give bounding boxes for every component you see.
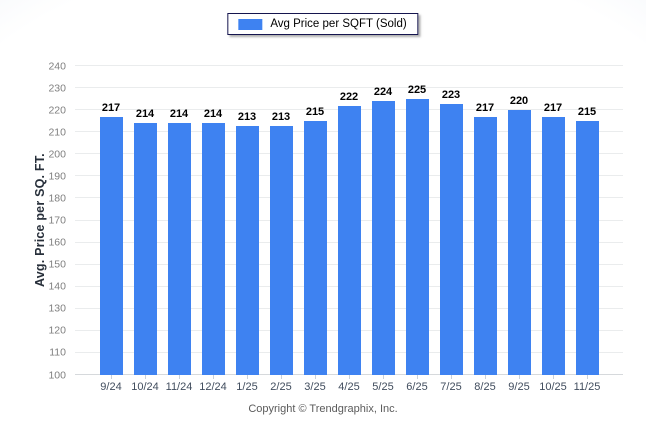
x-tick-label: 9/25: [508, 381, 530, 393]
bar-value-label: 222: [339, 90, 359, 103]
bar: 214: [167, 108, 191, 375]
bar-group: 224 5/25: [366, 66, 400, 393]
bar: 213: [235, 111, 259, 375]
x-axis-tick: [315, 375, 316, 379]
x-axis-tick: [349, 375, 350, 379]
bar: 217: [541, 102, 565, 375]
y-tick-label: 110: [49, 346, 66, 359]
y-tick-label: 170: [48, 214, 66, 227]
bar-value-label: 224: [373, 86, 393, 99]
x-tick-label: 8/25: [474, 381, 496, 393]
x-tick-label: 10/25: [539, 381, 567, 393]
legend: Avg Price per SQFT (Sold): [227, 13, 419, 35]
bar-group: 217 8/25: [468, 66, 502, 393]
y-tick-label: 130: [48, 302, 66, 315]
bar-group: 222 4/25: [332, 66, 366, 393]
x-axis-tick: [111, 375, 112, 379]
x-tick-label: 3/25: [304, 381, 326, 393]
x-tick-label: 11/24: [165, 381, 193, 393]
bar-group: 215 11/25: [570, 66, 604, 393]
bar: 225: [405, 84, 429, 375]
bar-group: 214 10/24: [128, 66, 162, 393]
x-tick-label: 1/25: [236, 381, 258, 393]
bar: 222: [337, 91, 361, 375]
x-tick-label: 5/25: [372, 381, 394, 393]
y-tick-label: 220: [48, 103, 66, 116]
x-tick-label: 9/24: [100, 381, 122, 393]
bar-value-label: 215: [305, 106, 325, 119]
x-axis-tick: [213, 375, 214, 379]
bar-value-label: 223: [441, 88, 461, 101]
bar: 213: [269, 111, 293, 375]
bar-value-label: 213: [237, 110, 257, 123]
x-axis-tick: [383, 375, 384, 379]
x-tick-label: 7/25: [440, 381, 462, 393]
y-tick-label: 100: [48, 368, 66, 381]
bar: 220: [507, 95, 531, 375]
x-tick-label: 12/24: [199, 381, 227, 393]
bar-group: 220 9/25: [502, 66, 536, 393]
bar-value-label: 217: [543, 101, 563, 114]
bar-group: 223 7/25: [434, 66, 468, 393]
bar-value-label: 214: [169, 108, 189, 121]
x-tick-label: 10/24: [131, 381, 159, 393]
bar-value-label: 213: [271, 110, 291, 123]
bar-value-label: 214: [203, 108, 223, 121]
y-tick-label: 210: [48, 125, 66, 138]
bar: 215: [575, 106, 599, 375]
y-tick-label: 160: [48, 236, 66, 249]
y-tick-label: 240: [48, 59, 66, 72]
x-axis-tick: [485, 375, 486, 379]
y-tick-label: 120: [48, 324, 66, 337]
gridline: [75, 65, 623, 66]
copyright: Copyright © Trendgraphix, Inc.: [248, 403, 398, 415]
y-tick-label: 180: [48, 192, 66, 205]
x-tick-label: 11/25: [573, 381, 601, 393]
x-tick-label: 6/25: [406, 381, 428, 393]
y-tick-label: 190: [48, 170, 66, 183]
y-tick-label: 150: [48, 258, 66, 271]
bar-group: 214 12/24: [196, 66, 230, 393]
bar: 224: [371, 86, 395, 375]
y-tick-label: 200: [48, 148, 66, 161]
bar: 215: [303, 106, 327, 375]
legend-swatch-icon: [238, 18, 263, 30]
bar-group: 213 2/25: [264, 66, 298, 393]
bar-group: 225 6/25: [400, 66, 434, 393]
x-axis-tick: [519, 375, 520, 379]
bar: 217: [473, 102, 497, 375]
bar-group: 213 1/25: [230, 66, 264, 393]
x-axis-tick: [145, 375, 146, 379]
bar-group: 215 3/25: [298, 66, 332, 393]
x-axis-tick: [587, 375, 588, 379]
bar-group: 217 10/25: [536, 66, 570, 393]
bar-value-label: 217: [101, 101, 121, 114]
bar-group: 217 9/24: [94, 66, 128, 393]
bar-group: 214 11/24: [162, 66, 196, 393]
bar-value-label: 225: [407, 84, 427, 97]
x-axis-tick: [247, 375, 248, 379]
bar-value-label: 215: [577, 106, 597, 119]
x-axis-tick: [553, 375, 554, 379]
bar: 223: [439, 89, 463, 375]
bar-value-label: 217: [475, 101, 495, 114]
gridline: [75, 87, 623, 89]
bars-row: 217 9/24 214 10/24 214 11/24 214 12/24 213 1/25 21…: [75, 66, 623, 393]
bar: 214: [133, 108, 157, 375]
bar-value-label: 214: [135, 108, 155, 121]
bar: 217: [99, 102, 123, 375]
y-tick-label: 140: [48, 280, 66, 293]
legend-label: Avg Price per SQFT (Sold): [270, 18, 407, 30]
x-axis-tick: [451, 375, 452, 379]
plot-area: 217 9/24 214 10/24 214 11/24 214 12/24 213 1/25 21…: [48, 61, 623, 393]
x-axis-tick: [179, 375, 180, 379]
x-tick-label: 4/25: [338, 381, 360, 393]
y-tick-label: 230: [48, 81, 66, 94]
x-axis-tick: [281, 375, 282, 379]
x-tick-label: 2/25: [270, 381, 292, 393]
bar: 214: [201, 108, 225, 375]
x-axis-tick: [417, 375, 418, 379]
bar-value-label: 220: [509, 95, 529, 108]
